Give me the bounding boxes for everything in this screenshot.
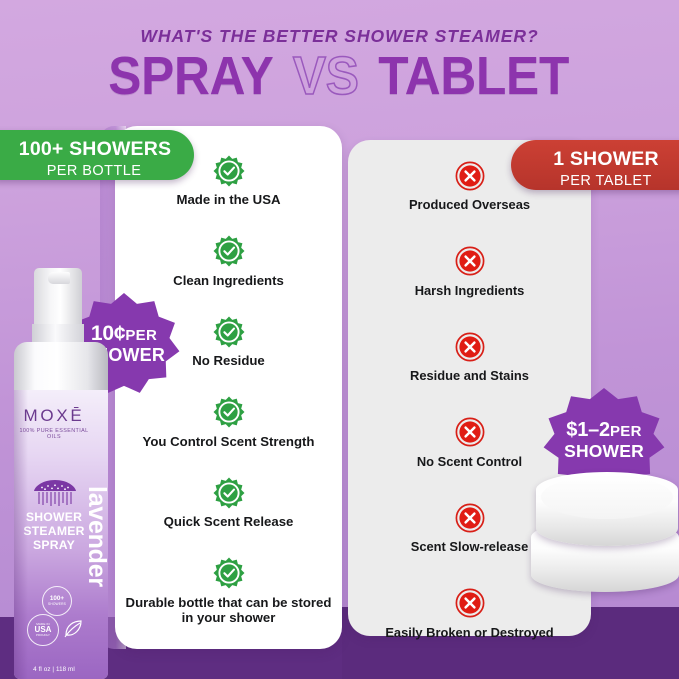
badge-shower-per-tablet-line2: PER TABLET: [560, 172, 652, 189]
bottle-scent: lavender: [83, 486, 108, 587]
stacked-shower-tablets-image: [527, 462, 679, 622]
badge-showers-per-bottle: 100+ SHOWERS PER BOTTLE: [0, 130, 194, 180]
bottle-volume: 4 fl oz | 118 ml: [33, 666, 75, 673]
bottle-brand: MOXĒ: [23, 406, 85, 425]
bottle-cap: [34, 268, 82, 326]
green-check-rosette-icon: [118, 149, 339, 192]
leaf-icon: [64, 620, 82, 638]
bottle-body: MOXĒ 100% PURE ESSENTIAL OILS: [14, 342, 108, 679]
feature-label: No Scent Control: [416, 453, 523, 469]
price-badge-tablet-unit: SHOWER: [564, 440, 644, 461]
bottle-label: MOXĒ 100% PURE ESSENTIAL OILS: [14, 390, 108, 679]
bottle-nozzle: [48, 272, 70, 284]
page-title: SPRAY VS TABLET: [0, 46, 679, 106]
price-badge-spray-amount: 10¢PER: [90, 321, 158, 345]
feature-row: No Residue: [118, 310, 339, 369]
bottle-neck: [32, 324, 84, 346]
feature-row: Produced Overseas: [352, 154, 587, 213]
feature-label: Produced Overseas: [408, 197, 531, 212]
green-check-rosette-icon: [118, 552, 339, 595]
feature-list-tablet: Produced Overseas Harsh Ingredients Residu…: [352, 150, 587, 640]
feature-label: Quick Scent Release: [163, 514, 294, 529]
usa-seal-icon: MADE IN USA PROUDLY: [27, 614, 59, 646]
bottle-tagline: 100% PURE ESSENTIAL OILS: [19, 428, 89, 440]
green-check-rosette-icon: [118, 471, 339, 514]
red-x-circle-icon: [352, 154, 587, 197]
feature-label: Harsh Ingredients: [414, 282, 525, 298]
badge-shower-per-tablet-line1: 1 SHOWER: [553, 148, 659, 170]
red-x-circle-icon: [352, 240, 587, 283]
feature-label: You Control Scent Strength: [142, 433, 315, 449]
feature-label: Residue and Stains: [410, 368, 529, 383]
bottle-product-name: SHOWER STEAMER SPRAY: [23, 510, 85, 552]
feature-row: Clean Ingredients: [118, 230, 339, 289]
bottle-seals: 100+ SHOWERS MADE IN USA PROUDLY: [22, 586, 86, 648]
feature-row: You Control Scent Strength: [118, 391, 339, 450]
green-check-rosette-icon: [118, 391, 339, 434]
feature-row: Easily Broken or Destroyed: [352, 582, 587, 641]
tablet-top: [536, 472, 678, 546]
feature-label: Easily Broken or Destroyed: [385, 624, 554, 640]
red-x-circle-icon: [352, 496, 587, 539]
seal-100-showers-icon: 100+ SHOWERS: [42, 586, 72, 616]
red-x-circle-icon: [352, 411, 587, 454]
feature-row: No Scent Control: [352, 411, 587, 470]
badge-shower-per-tablet: 1 SHOWER PER TABLET: [511, 140, 679, 190]
feature-list-spray: Made in the USA Clean Ingredients No Resid…: [118, 145, 339, 626]
green-check-rosette-icon: [118, 230, 339, 273]
feature-label: Made in the USA: [176, 192, 281, 207]
header: WHAT'S THE BETTER SHOWER STEAMER? SPRAY V…: [0, 0, 679, 118]
shower-head-icon: [34, 480, 76, 506]
red-x-circle-icon: [352, 582, 587, 625]
feature-label: Scent Slow-release: [410, 539, 529, 554]
price-badge-tablet-amount: $1–2PER: [566, 418, 642, 441]
green-check-rosette-icon: [118, 310, 339, 353]
title-word-vs: VS: [292, 46, 359, 106]
feature-row: Quick Scent Release: [118, 471, 339, 530]
feature-row: Made in the USA: [118, 149, 339, 208]
feature-label: No Residue: [192, 353, 265, 368]
badge-showers-per-bottle-line2: PER BOTTLE: [46, 162, 142, 179]
title-word-spray: SPRAY: [108, 46, 274, 106]
feature-row: Residue and Stains: [352, 325, 587, 384]
product-bottle-image: MOXĒ 100% PURE ESSENTIAL OILS: [8, 268, 114, 679]
title-word-tablet: TABLET: [378, 46, 570, 106]
feature-label: Clean Ingredients: [173, 272, 284, 288]
feature-row: Scent Slow-release: [352, 496, 587, 555]
feature-label: Durable bottle that can be stored in you…: [125, 594, 332, 626]
badge-showers-per-bottle-line1: 100+ SHOWERS: [18, 138, 172, 160]
feature-row: Harsh Ingredients: [352, 240, 587, 299]
feature-row: Durable bottle that can be stored in you…: [118, 552, 339, 626]
red-x-circle-icon: [352, 325, 587, 368]
header-kicker: WHAT'S THE BETTER SHOWER STEAMER?: [140, 26, 539, 46]
